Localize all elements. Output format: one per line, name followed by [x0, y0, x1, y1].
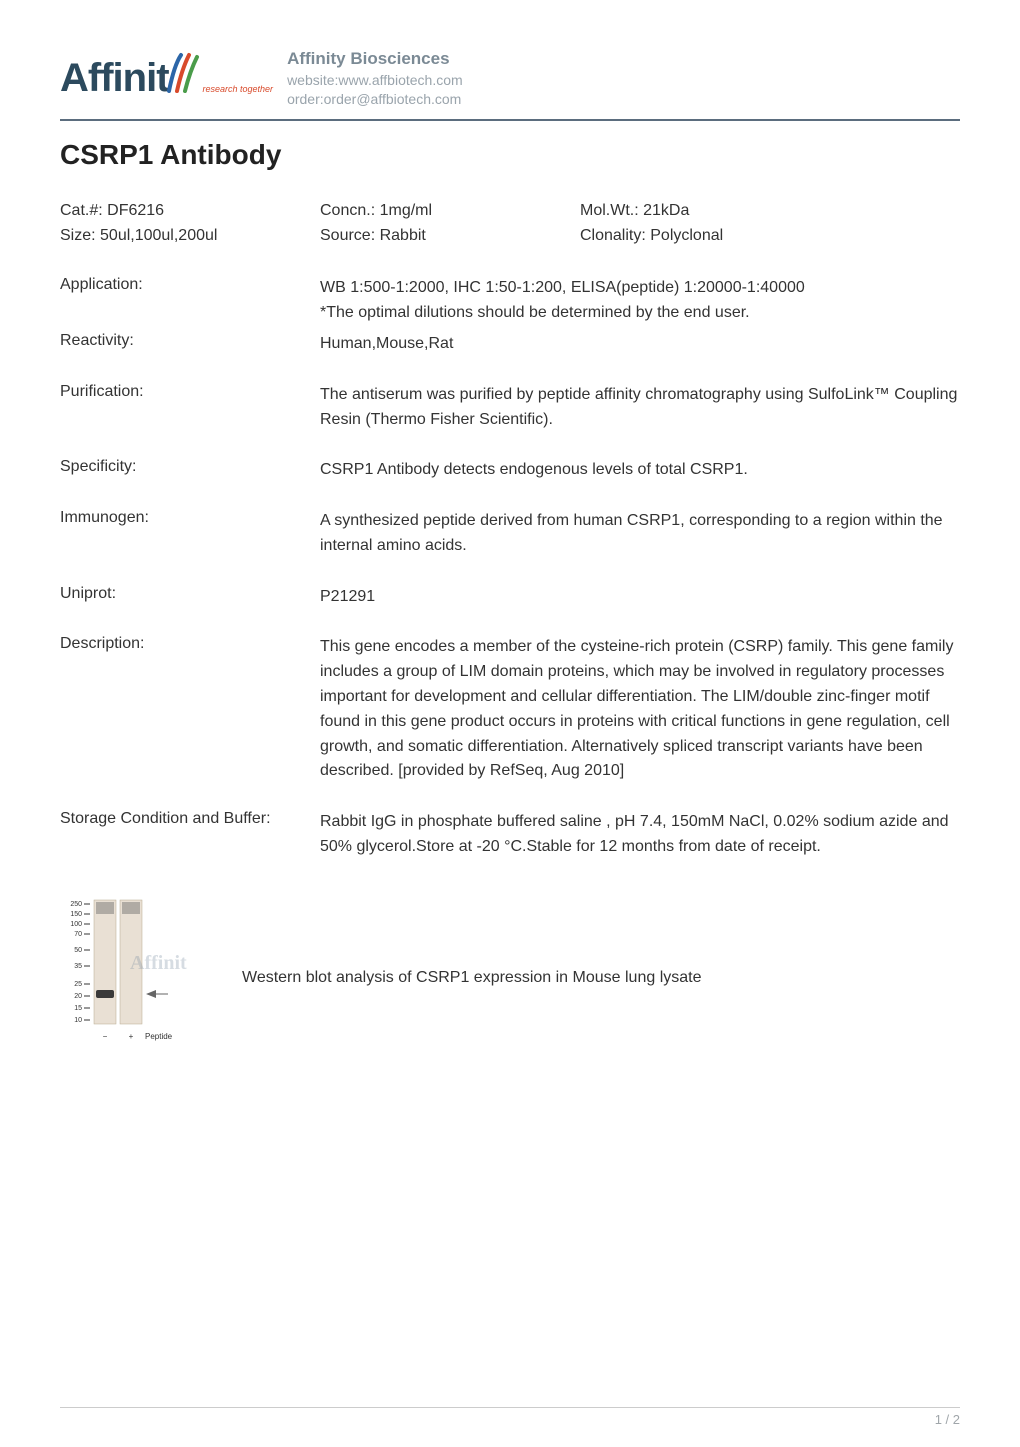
svg-text:250: 250	[70, 901, 82, 908]
western-blot-caption: Western blot analysis of CSRP1 expressio…	[230, 966, 701, 991]
concn: Concn.: 1mg/ml	[320, 199, 580, 224]
company-order-email: order:order@affbiotech.com	[287, 90, 463, 109]
description-label: Description:	[60, 635, 320, 784]
logo-tagline: research together	[203, 84, 274, 94]
product-title: CSRP1 Antibody	[60, 139, 960, 171]
western-blot-row: 250 150 100 70 50 35 25 20 15 10	[60, 894, 960, 1064]
application-row: Application: WB 1:500-1:2000, IHC 1:50-1…	[60, 276, 960, 326]
application-value: WB 1:500-1:2000, IHC 1:50-1:200, ELISA(p…	[320, 276, 960, 326]
reactivity-label: Reactivity:	[60, 332, 320, 357]
immunogen-value: A synthesized peptide derived from human…	[320, 509, 960, 559]
svg-text:15: 15	[74, 1005, 82, 1012]
specificity-label: Specificity:	[60, 458, 320, 483]
header: Affinit research together Affinity Biosc…	[60, 48, 960, 121]
uniprot-label: Uniprot:	[60, 585, 320, 610]
svg-text:20: 20	[74, 993, 82, 1000]
cat-no: Cat.#: DF6216	[60, 199, 320, 224]
reactivity-value: Human,Mouse,Rat	[320, 332, 960, 357]
storage-value: Rabbit IgG in phosphate buffered saline …	[320, 810, 960, 860]
clonality: Clonality: Polyclonal	[580, 224, 723, 249]
logo-swoosh-icon	[167, 51, 201, 100]
page-number: 1 / 2	[60, 1407, 960, 1427]
svg-text:150: 150	[70, 911, 82, 918]
logo-text: Affinit	[60, 56, 169, 101]
storage-label: Storage Condition and Buffer:	[60, 810, 320, 860]
western-blot-figure: 250 150 100 70 50 35 25 20 15 10	[60, 894, 230, 1064]
summary-row: Cat.#: DF6216 Size: 50ul,100ul,200ul Con…	[60, 199, 960, 249]
summary-right: Concn.: 1mg/ml Mol.Wt.: 21kDa Source: Ra…	[320, 199, 960, 249]
logo: Affinit research together	[60, 56, 273, 101]
specificity-row: Specificity: CSRP1 Antibody detects endo…	[60, 458, 960, 483]
svg-text:−: −	[103, 1032, 108, 1041]
svg-text:10: 10	[74, 1017, 82, 1024]
svg-text:+: +	[129, 1032, 134, 1041]
uniprot-value: P21291	[320, 585, 960, 610]
application-dilutions: WB 1:500-1:2000, IHC 1:50-1:200, ELISA(p…	[320, 276, 960, 301]
summary-left: Cat.#: DF6216 Size: 50ul,100ul,200ul	[60, 199, 320, 249]
reactivity-row: Reactivity: Human,Mouse,Rat	[60, 332, 960, 357]
immunogen-label: Immunogen:	[60, 509, 320, 559]
purification-value: The antiserum was purified by peptide af…	[320, 383, 960, 433]
storage-row: Storage Condition and Buffer: Rabbit IgG…	[60, 810, 960, 860]
svg-text:25: 25	[74, 981, 82, 988]
svg-text:Affinit: Affinit	[130, 952, 187, 974]
source: Source: Rabbit	[320, 224, 580, 249]
company-name: Affinity Biosciences	[287, 48, 463, 71]
immunogen-row: Immunogen: A synthesized peptide derived…	[60, 509, 960, 559]
application-note: *The optimal dilutions should be determi…	[320, 301, 960, 326]
mol-wt: Mol.Wt.: 21kDa	[580, 199, 689, 224]
application-label: Application:	[60, 276, 320, 326]
description-row: Description: This gene encodes a member …	[60, 635, 960, 784]
uniprot-row: Uniprot: P21291	[60, 585, 960, 610]
specificity-value: CSRP1 Antibody detects endogenous levels…	[320, 458, 960, 483]
svg-text:Peptide: Peptide	[145, 1032, 173, 1041]
svg-text:50: 50	[74, 947, 82, 954]
company-website: website:www.affbiotech.com	[287, 71, 463, 90]
company-info: Affinity Biosciences website:www.affbiot…	[287, 48, 463, 109]
purification-label: Purification:	[60, 383, 320, 433]
svg-text:35: 35	[74, 963, 82, 970]
svg-text:100: 100	[70, 921, 82, 928]
svg-text:70: 70	[74, 931, 82, 938]
purification-row: Purification: The antiserum was purified…	[60, 383, 960, 433]
description-value: This gene encodes a member of the cystei…	[320, 635, 960, 784]
size: Size: 50ul,100ul,200ul	[60, 224, 320, 249]
